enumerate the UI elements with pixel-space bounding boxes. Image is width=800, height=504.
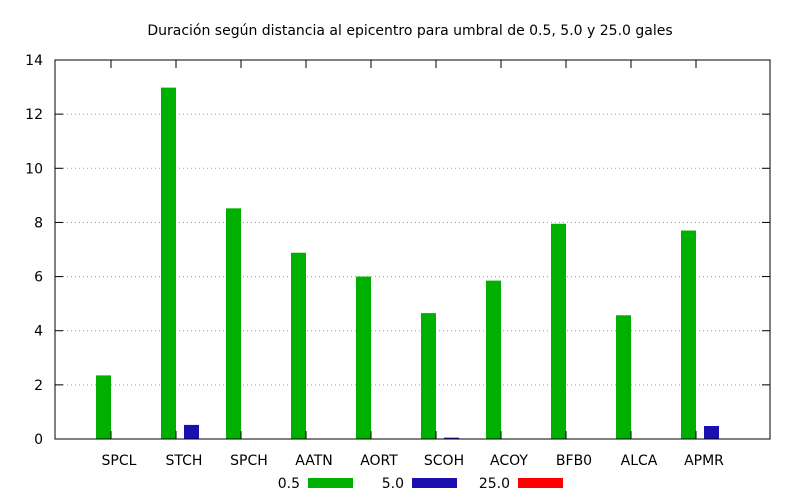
bar-0.5-APMR: [681, 230, 696, 439]
bar-5.0-STCH: [184, 424, 199, 439]
y-tick-label: 2: [34, 378, 43, 394]
chart-title: Duración según distancia al epicentro pa…: [147, 23, 672, 39]
x-tick-label: AORT: [360, 453, 398, 469]
y-tick-label: 4: [34, 324, 43, 340]
axis-ticks: [55, 59, 770, 440]
legend-label: 5.0: [382, 476, 404, 492]
y-tick-label: 6: [34, 270, 43, 286]
bar-5.0-SCOH: [444, 437, 459, 439]
y-tick-label: 14: [25, 53, 43, 69]
bar-0.5-AATN: [291, 252, 306, 439]
bar-0.5-ALCA: [616, 315, 631, 439]
x-tick-label: AATN: [295, 453, 332, 469]
y-tick-label: 0: [34, 432, 43, 448]
legend-label: 0.5: [278, 476, 300, 492]
bar-0.5-BFB0: [551, 223, 566, 439]
x-tick-label: APMR: [684, 453, 724, 469]
bars: [96, 87, 719, 439]
legend: 0.5 5.0 25.0: [278, 476, 563, 492]
bar-0.5-SPCL: [96, 375, 111, 439]
legend-label: 25.0: [479, 476, 510, 492]
y-tick-label: 12: [25, 107, 43, 123]
legend-swatch: [412, 478, 457, 488]
bar-0.5-SCOH: [421, 313, 436, 439]
y-tick-label: 8: [34, 215, 43, 231]
bar-0.5-ACOY: [486, 280, 501, 439]
bar-0.5-STCH: [161, 87, 176, 439]
legend-swatch: [518, 478, 563, 488]
x-tick-label: SPCL: [102, 453, 137, 469]
legend-swatch: [308, 478, 353, 488]
plot-frame: [54, 59, 771, 440]
y-tick-label: 10: [25, 161, 43, 177]
x-tick-label: ACOY: [490, 453, 528, 469]
x-tick-label: BFB0: [556, 453, 592, 469]
x-axis-labels: SPCL STCH SPCH AATN AORT SCOH ACOY BFB0 ALCA APMR: [102, 453, 725, 469]
x-tick-label: ALCA: [621, 453, 658, 469]
x-tick-label: STCH: [166, 453, 203, 469]
y-axis-labels: 0 2 4 6 8 10 12 14: [25, 53, 43, 448]
bar-5.0-APMR: [704, 426, 719, 439]
bar-0.5-SPCH: [226, 208, 241, 439]
x-tick-label: SCOH: [424, 453, 464, 469]
bar-0.5-AORT: [356, 276, 371, 439]
x-tick-label: SPCH: [230, 453, 268, 469]
